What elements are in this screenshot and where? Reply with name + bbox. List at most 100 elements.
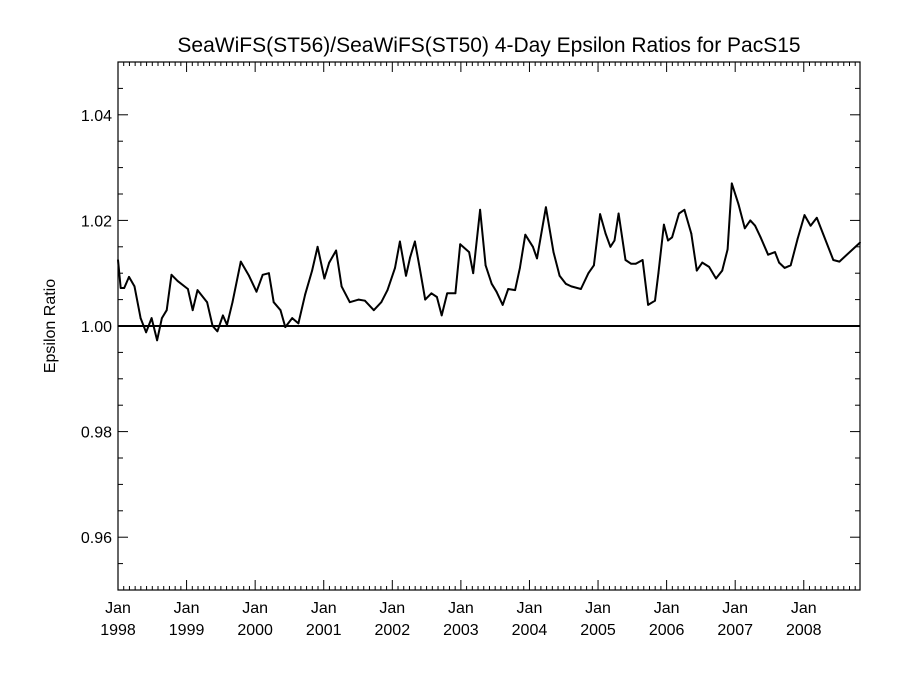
- data-point: [311, 269, 313, 272]
- data-point: [328, 261, 331, 264]
- data-point: [690, 232, 693, 235]
- data-point: [145, 331, 148, 334]
- data-point: [803, 214, 806, 217]
- data-point: [558, 274, 561, 277]
- data-point: [519, 267, 521, 269]
- data-point: [774, 251, 776, 254]
- data-point: [532, 245, 534, 248]
- data-point: [440, 314, 443, 317]
- data-point: [514, 289, 516, 291]
- data-point: [822, 232, 824, 235]
- y-tick-label: 1.04: [81, 108, 112, 125]
- x-tick-year-label: 2000: [237, 622, 273, 639]
- x-tick-year-label: 2002: [375, 622, 411, 639]
- data-point: [701, 261, 704, 264]
- data-point: [634, 262, 637, 265]
- data-point: [291, 317, 294, 319]
- y-tick-label: 0.96: [81, 530, 112, 547]
- data-point: [721, 269, 724, 272]
- data-point: [386, 289, 389, 291]
- y-axis: 0.96 0.98 1.00 1.02 1.04: [81, 108, 860, 547]
- data-point: [424, 298, 427, 301]
- data-point: [170, 273, 173, 276]
- data-point: [196, 289, 199, 291]
- data-points: [117, 182, 861, 342]
- data-point: [743, 227, 746, 230]
- x-tick-month-label: Jan: [517, 600, 543, 617]
- data-point: [436, 296, 438, 298]
- data-point: [372, 309, 375, 312]
- data-point: [323, 277, 326, 280]
- data-point: [380, 301, 383, 304]
- data-point: [430, 292, 433, 295]
- chart-title: SeaWiFS(ST56)/SeaWiFS(ST50) 4-Day Epsilo…: [177, 34, 800, 57]
- x-tick-month-label: Jan: [722, 600, 748, 617]
- y-tick-label: 0.98: [81, 425, 112, 442]
- x-tick-month-label: Jan: [174, 600, 200, 617]
- data-point: [459, 243, 462, 246]
- data-point: [599, 213, 601, 216]
- data-point: [809, 224, 812, 227]
- data-point: [446, 292, 449, 295]
- data-point: [191, 309, 194, 312]
- data-point: [222, 314, 224, 317]
- data-point: [231, 301, 234, 304]
- data-point: [630, 262, 632, 265]
- data-point: [613, 239, 616, 242]
- data-point: [683, 208, 686, 211]
- data-point: [545, 206, 547, 209]
- data-point: [176, 280, 179, 282]
- data-point: [161, 317, 163, 319]
- data-point: [641, 259, 644, 261]
- data-point: [119, 287, 122, 289]
- data-point: [316, 245, 319, 248]
- data-point: [211, 325, 214, 327]
- x-tick-year-label: 2003: [443, 622, 479, 639]
- data-point: [206, 301, 209, 304]
- data-point: [580, 288, 582, 290]
- data-point: [838, 260, 841, 263]
- x-tick-year-label: 1998: [100, 622, 136, 639]
- data-point: [255, 290, 258, 293]
- data-point: [399, 240, 401, 243]
- data-point: [304, 293, 307, 296]
- data-point: [279, 309, 282, 312]
- data-point: [726, 248, 729, 251]
- x-tick-month-label: Jan: [242, 600, 268, 617]
- data-point: [484, 264, 487, 267]
- data-point: [647, 304, 649, 306]
- data-point: [778, 261, 780, 264]
- data-point: [133, 285, 136, 288]
- data-point: [667, 239, 669, 242]
- data-point: [759, 236, 762, 239]
- data-point: [394, 267, 396, 269]
- x-tick-year-label: 2006: [649, 622, 685, 639]
- x-tick-year-label: 2004: [512, 622, 548, 639]
- data-point: [268, 272, 270, 275]
- data-point: [737, 203, 740, 206]
- data-point: [128, 276, 130, 278]
- data-point: [593, 264, 595, 267]
- data-point: [609, 245, 612, 248]
- data-point: [552, 251, 555, 254]
- x-tick-year-label: 2005: [580, 622, 616, 639]
- data-point: [216, 330, 219, 333]
- data-point: [340, 285, 343, 288]
- data-point: [507, 288, 510, 290]
- data-point: [524, 233, 527, 236]
- data-point: [284, 326, 287, 328]
- data-point: [789, 264, 792, 267]
- data-point: [832, 259, 835, 261]
- data-point: [239, 260, 242, 263]
- data-point: [815, 216, 818, 219]
- data-point: [272, 301, 275, 304]
- x-tick-month-label: Jan: [448, 600, 474, 617]
- data-point: [587, 272, 590, 275]
- data-point: [564, 282, 567, 285]
- data-point: [364, 299, 366, 302]
- data-point: [654, 299, 656, 302]
- data-point: [715, 277, 717, 280]
- data-point: [454, 292, 457, 295]
- data-point: [150, 317, 153, 319]
